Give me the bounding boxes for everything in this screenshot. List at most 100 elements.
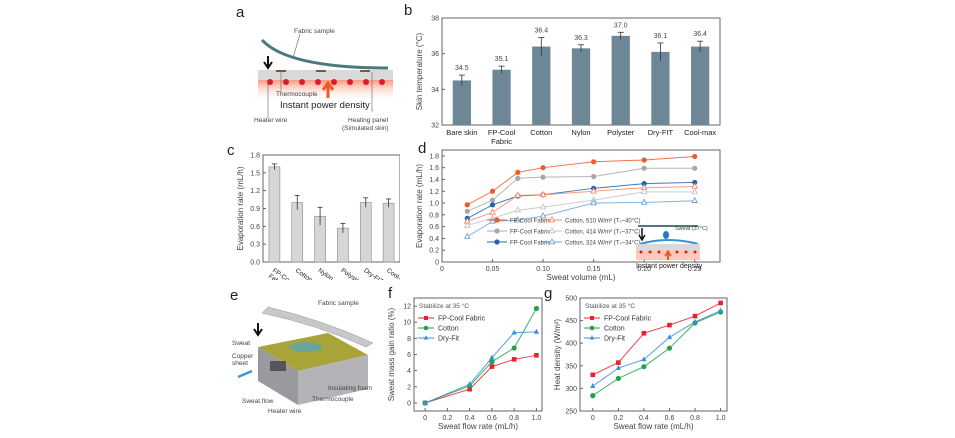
data-point [511,345,517,351]
legend-label: Dry-Fit [438,336,459,343]
x-tick-label: 0.2 [613,415,623,422]
y-axis-label: Evaporation rate (mL/h) [236,166,245,250]
series-line [592,311,721,397]
data-point [691,196,699,203]
panel-label-g: g [544,285,553,302]
data-point [615,375,621,382]
data-point [494,228,500,234]
down-arrow-icon [263,56,273,70]
data-point [489,359,495,365]
x-tick-label: Bare skin [446,128,477,137]
x-axis-label: Sweat flow rate (mL/h) [438,422,518,431]
x-tick-label-group: Cotton [294,267,314,284]
data-point [464,208,470,214]
inset-heater-dot [639,250,643,254]
data-point [494,239,500,245]
y-tick-label: 10 [403,320,411,327]
plot-frame [579,297,728,412]
data-point [591,159,597,165]
x-tick-label: 1.0 [716,415,726,422]
copper-slot [270,361,286,371]
data-point [591,173,597,180]
x-tick-label: Dry-FIT [648,128,674,137]
data-point [540,165,546,171]
x-tick-label: 1.0 [532,415,542,422]
data-label: 34.5 [455,65,469,72]
label-instant-power: Instant power density [280,100,370,111]
fabric-sample-sheet [261,306,374,348]
sweat-flow-arrow-icon [237,369,253,379]
x-tick-label: Cool-max [684,128,716,137]
data-point [641,356,647,362]
bar [452,80,471,125]
x-axis-label: Sweat volume (mL) [547,273,616,282]
x-tick-label: Nylon [571,128,590,137]
annotation-stabilize: Stabilize at 35 °C [419,302,469,310]
data-point [590,372,596,378]
y-tick-label: 0.0 [250,260,260,267]
y-tick-label: 2 [407,384,411,391]
x-tick-label: 0 [440,266,444,273]
x-tick-label: 0.6 [665,415,675,422]
y-tick-label: 12 [403,304,411,311]
series-line [592,302,721,376]
label-heater-wire: Heater wire [254,117,288,124]
inset-label-power: Instant power density [636,263,703,270]
data-point [718,300,723,306]
label-sheet: sheet [232,360,248,367]
fabric-sample-shape [260,38,389,70]
panel-label-f: f [388,285,393,302]
data-point [422,399,428,405]
data-point [489,217,496,224]
data-point [533,305,540,312]
data-point [514,206,522,213]
bar [382,202,395,263]
legend-label: FP-Cool Fabric [510,240,550,246]
data-point [463,232,471,239]
x-tick-label: Cool-max [385,267,400,280]
y-tick-label: 32 [431,123,439,130]
label-fabric-sample: Fabric sample [318,300,359,307]
y-axis-label: Evaporation rate (mL/h) [415,164,424,248]
data-point [666,345,673,351]
label-heater-wire: Heater wire [268,408,302,415]
y-tick-label: 1.2 [250,188,260,195]
data-point [590,393,596,399]
power-arrow-icon [664,250,672,260]
bar [611,35,630,126]
bar [291,202,304,263]
data-point [539,211,547,219]
y-tick-label: 0.2 [429,248,439,255]
data-point [589,335,595,340]
y-tick-label: 0 [435,260,439,267]
legend-label: Cotton, 324 W/m² (Tₛ~34°C) [565,240,641,246]
x-tick-label: 0.2 [443,415,453,422]
x-tick-label: 0 [591,415,595,422]
x-axis-label: Sweat flow rate (mL/h) [613,422,693,431]
y-tick-label: 1.4 [429,177,439,184]
y-tick-label: 400 [565,341,577,348]
series-line [424,331,537,404]
x-tick-label: Cotton [530,128,552,137]
y-tick-label: 34 [431,87,439,94]
y-tick-label: 1.0 [429,201,439,208]
chart-f: f 0 2 4 6 8 10 12 Sweat mass gain ratio (%) 0 0.2… [372,283,547,433]
annotation-stabilize: Stabilize at 35 °C [585,302,635,310]
bar [571,48,591,125]
y-tick-label: 0.8 [429,212,439,219]
data-point [641,330,647,336]
x-tick-label: 0.6 [487,415,497,422]
y-tick-label: 250 [565,409,577,416]
chart-c: c 0.0 0.3 0.6 0.9 1.2 1.5 1.8 Evaporation rate … [225,140,413,289]
data-label: 35.1 [495,56,509,63]
y-axis-label: Skin temperature (°C) [415,32,424,110]
data-point [640,187,648,195]
label-insulating-foam: Insulating foam [328,385,372,392]
label-fabric-sample: Fabric sample [294,28,335,35]
data-point [514,216,522,223]
foam-side [298,355,368,405]
data-point [692,318,698,324]
label-copper: Copper [232,353,254,360]
data-point [467,386,472,392]
data-point [423,335,429,340]
